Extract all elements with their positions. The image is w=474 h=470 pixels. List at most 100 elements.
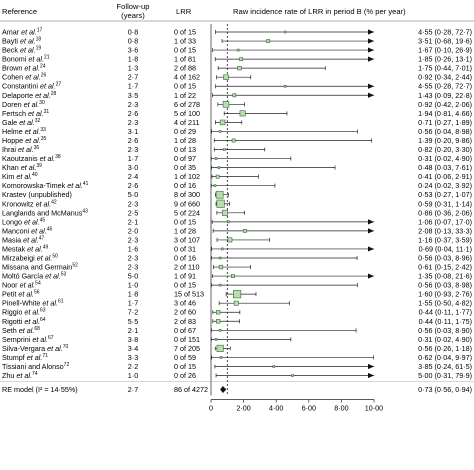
study-rate-text: 3·85 (0·24, 61·5) — [418, 362, 472, 371]
study-lrr: 0 of 16 — [174, 181, 196, 190]
point-estimate — [222, 101, 230, 108]
followup-header-line: Follow-up — [117, 2, 150, 11]
ci-arrow — [368, 228, 374, 234]
study-citation: 52 — [72, 263, 78, 269]
study-lrr: 5 of 224 — [174, 208, 200, 217]
study-etal: et al. — [23, 235, 39, 244]
study-reference: Langlands and McManus43 — [2, 208, 88, 217]
study-lrr: 1 of 91 — [174, 272, 196, 281]
study-reference: Tissiani and Alonso72 — [2, 362, 69, 371]
study-row: Mirzabeigi et al.50 2·3 0 of 16 0·56 (0·03,… — [2, 254, 472, 263]
study-rate-text: 1·75 (0·44, 7·01) — [418, 64, 472, 73]
study-rate-text: 1·35 (0·08, 21·6) — [418, 272, 472, 281]
study-etal: et al. — [25, 73, 41, 82]
study-row: Silva-Vergara et al.70 3·4 7 of 205 0·56 (0… — [2, 344, 472, 353]
study-followup: 3·5 — [128, 91, 138, 100]
study-reference: Mestak et al.49 — [2, 244, 49, 253]
study-rate-text: 0·41 (0·06, 2·91) — [418, 172, 472, 181]
study-rate-text: 1·94 (0·81, 4·66) — [418, 109, 472, 118]
study-etal: et al. — [19, 326, 35, 335]
study-rate-text: 0·62 (0·04, 9·97) — [418, 353, 472, 362]
study-citation: 21 — [44, 55, 50, 61]
point-estimate — [214, 157, 218, 160]
x-tick-label: 2·00 — [236, 404, 250, 413]
study-reference: Noor et al.54 — [2, 281, 41, 290]
study-followup: 2·7 — [128, 73, 138, 82]
point-estimate — [226, 220, 230, 224]
study-citation: 54 — [35, 281, 41, 287]
study-row: Beck et al.19 3·6 0 of 15 1·67 (0·10, 26·9) — [2, 46, 472, 55]
followup-header: Follow-up (years) — [117, 2, 150, 20]
study-author: Brown — [2, 64, 24, 73]
study-citation: 68 — [34, 326, 40, 332]
study-reference: Cohen et al.26 — [2, 73, 47, 82]
ci-arrow — [368, 47, 374, 53]
study-citation: 31 — [44, 109, 50, 115]
point-estimate — [243, 229, 247, 233]
study-lrr: 0 of 15 — [174, 281, 196, 290]
study-author: Silva-Vergara — [2, 344, 47, 353]
study-rate-text: 0·24 (0·02, 3·92) — [418, 181, 472, 190]
study-author: Mestak — [2, 244, 27, 253]
study-author: Amar — [2, 28, 21, 37]
point-estimate — [237, 66, 242, 71]
study-rate-text: 0·44 (0·11, 1·77) — [419, 308, 472, 317]
study-reference: Moltó García et al.53 — [2, 272, 67, 281]
study-followup: 0·8 — [128, 28, 138, 37]
study-rate-text: 1·43 (0·09, 22·8) — [418, 91, 472, 100]
study-rate-text: 0·69 (0·04, 11·1) — [419, 244, 472, 253]
study-author: Bonomi — [2, 55, 28, 64]
study-rate-text: 0·92 (0·34, 2·44) — [418, 73, 472, 82]
study-citation: 45 — [40, 217, 46, 223]
study-reference: Doren et al.30 — [2, 100, 45, 109]
point-estimate — [239, 110, 246, 117]
study-row: Bayti et al.18 0·8 1 of 33 3·51 (0·68, 19·6… — [2, 37, 472, 46]
study-followup: 3·3 — [128, 353, 138, 362]
point-estimate — [227, 237, 233, 243]
study-followup: 7·2 — [128, 308, 138, 317]
x-tick-label: 6·00 — [302, 404, 316, 413]
study-lrr: 15 of 513 — [174, 290, 204, 299]
study-author: Semprini — [2, 335, 32, 344]
study-followup: 1·0 — [128, 281, 138, 290]
study-row: Seth et al.68 2·1 0 of 67 0·56 (0·03, 8·90) — [2, 326, 472, 335]
study-followup: 2·5 — [128, 208, 138, 217]
study-followup: 2·2 — [128, 362, 138, 371]
ci-arrow — [368, 83, 374, 89]
point-estimate — [291, 374, 294, 377]
study-rate-text: 4·55 (0·28, 72·7) — [418, 28, 472, 37]
study-lrr: 6 of 278 — [174, 100, 200, 109]
study-row: Noor et al.54 1·0 0 of 15 0·56 (0·03, 8·98) — [2, 281, 472, 290]
study-row: Doren et al.30 2·3 6 of 278 0·92 (0·42, 2·0… — [2, 100, 472, 109]
study-author: Missana and Germain — [2, 263, 72, 272]
summary-followup: 2·7 — [128, 385, 138, 394]
study-etal: et al. — [25, 136, 41, 145]
study-rate-text: 0·31 (0·02, 4·90) — [418, 154, 472, 163]
study-lrr: 0 of 67 — [174, 326, 196, 335]
study-etal: et al. — [27, 353, 43, 362]
study-row: Zhu et al.74 1·0 0 of 26 5·00 (0·31, 79·9) — [2, 371, 472, 380]
point-estimate — [218, 329, 222, 332]
study-lrr: 7 of 205 — [174, 344, 200, 353]
point-estimate — [219, 119, 226, 126]
study-lrr: 0 of 31 — [174, 244, 196, 253]
study-reference: Gale et al.32 — [2, 118, 41, 127]
study-citation: 32 — [35, 118, 41, 124]
study-row: Cohen et al.26 2·7 4 of 162 0·92 (0·34, 2·4… — [2, 73, 472, 82]
study-etal: et al. — [19, 118, 35, 127]
study-followup: 5·0 — [128, 190, 138, 199]
study-row: Semprini et al.67 3·8 0 of 151 0·31 (0·02, … — [2, 335, 472, 344]
study-etal: et al. — [16, 172, 32, 181]
study-citation: 61 — [58, 299, 64, 305]
study-citation: 64 — [40, 317, 46, 323]
study-lrr: 0 of 15 — [174, 28, 196, 37]
study-citation: 40 — [32, 172, 38, 178]
point-estimate — [220, 247, 224, 251]
study-row: Longo et al.45 2·1 0 of 15 1·06 (0·07, 17·0… — [2, 217, 472, 226]
ci-arrow — [368, 38, 374, 44]
study-reference: Constantini et al.27 — [2, 82, 61, 91]
study-rate-text: 1·67 (0·10, 26·9) — [418, 46, 472, 55]
study-author: Manconi — [2, 226, 31, 235]
point-estimate — [216, 319, 221, 324]
ci-arrow — [368, 363, 374, 370]
